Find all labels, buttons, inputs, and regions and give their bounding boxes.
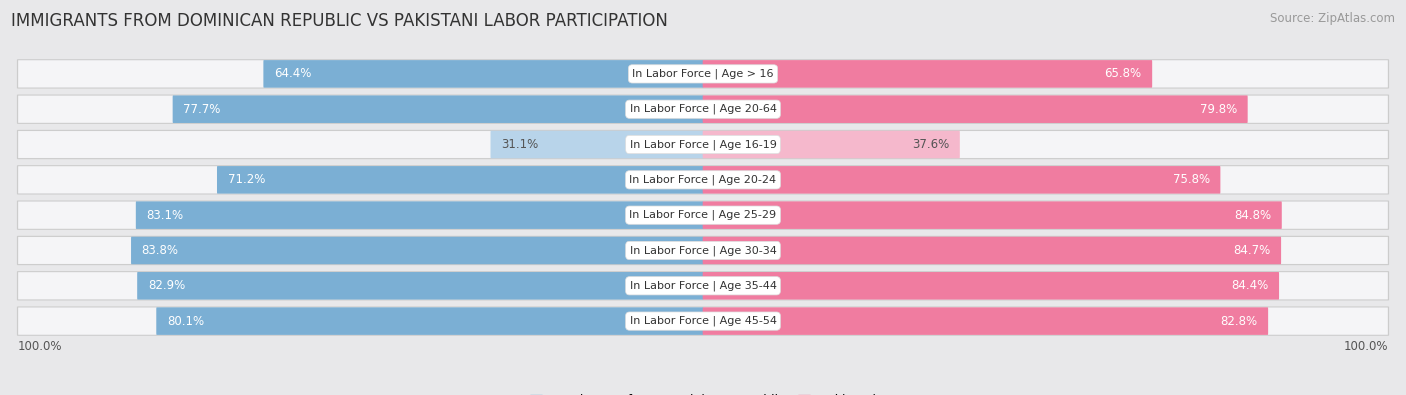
Text: 83.1%: 83.1% [146,209,184,222]
FancyBboxPatch shape [263,60,703,88]
Text: 37.6%: 37.6% [912,138,949,151]
Text: 31.1%: 31.1% [501,138,538,151]
Text: In Labor Force | Age 16-19: In Labor Force | Age 16-19 [630,139,776,150]
Text: 82.9%: 82.9% [148,279,186,292]
FancyBboxPatch shape [217,166,703,194]
Text: 65.8%: 65.8% [1105,68,1142,81]
Text: In Labor Force | Age 45-54: In Labor Force | Age 45-54 [630,316,776,326]
FancyBboxPatch shape [703,60,1152,88]
FancyBboxPatch shape [703,272,1279,299]
FancyBboxPatch shape [703,96,1247,123]
FancyBboxPatch shape [17,60,1389,88]
FancyBboxPatch shape [703,131,960,158]
FancyBboxPatch shape [131,237,703,264]
FancyBboxPatch shape [491,131,703,158]
Text: In Labor Force | Age 35-44: In Labor Force | Age 35-44 [630,280,776,291]
FancyBboxPatch shape [18,96,1388,122]
FancyBboxPatch shape [18,60,1388,87]
FancyBboxPatch shape [138,272,703,299]
FancyBboxPatch shape [18,166,1388,193]
Text: 64.4%: 64.4% [274,68,311,81]
Legend: Immigrants from Dominican Republic, Pakistani: Immigrants from Dominican Republic, Paki… [530,394,876,395]
Text: 79.8%: 79.8% [1199,103,1237,116]
FancyBboxPatch shape [173,96,703,123]
FancyBboxPatch shape [18,308,1388,335]
FancyBboxPatch shape [17,272,1389,300]
Text: IMMIGRANTS FROM DOMINICAN REPUBLIC VS PAKISTANI LABOR PARTICIPATION: IMMIGRANTS FROM DOMINICAN REPUBLIC VS PA… [11,12,668,30]
FancyBboxPatch shape [18,131,1388,158]
FancyBboxPatch shape [703,307,1268,335]
FancyBboxPatch shape [17,95,1389,123]
FancyBboxPatch shape [18,202,1388,229]
Text: In Labor Force | Age > 16: In Labor Force | Age > 16 [633,69,773,79]
Text: 77.7%: 77.7% [183,103,221,116]
Text: 83.8%: 83.8% [142,244,179,257]
Text: 71.2%: 71.2% [228,173,264,186]
Text: In Labor Force | Age 25-29: In Labor Force | Age 25-29 [630,210,776,220]
FancyBboxPatch shape [17,201,1389,229]
FancyBboxPatch shape [156,307,703,335]
FancyBboxPatch shape [703,237,1281,264]
FancyBboxPatch shape [18,273,1388,299]
FancyBboxPatch shape [17,166,1389,194]
Text: Source: ZipAtlas.com: Source: ZipAtlas.com [1270,12,1395,25]
Text: 100.0%: 100.0% [17,340,62,353]
Text: 84.7%: 84.7% [1233,244,1271,257]
FancyBboxPatch shape [17,130,1389,159]
FancyBboxPatch shape [703,166,1220,194]
FancyBboxPatch shape [17,307,1389,335]
Text: In Labor Force | Age 20-64: In Labor Force | Age 20-64 [630,104,776,115]
FancyBboxPatch shape [136,201,703,229]
Text: 84.4%: 84.4% [1232,279,1268,292]
FancyBboxPatch shape [18,237,1388,264]
FancyBboxPatch shape [703,201,1282,229]
Text: 100.0%: 100.0% [1344,340,1389,353]
Text: In Labor Force | Age 30-34: In Labor Force | Age 30-34 [630,245,776,256]
Text: In Labor Force | Age 20-24: In Labor Force | Age 20-24 [630,175,776,185]
Text: 80.1%: 80.1% [167,314,204,327]
Text: 84.8%: 84.8% [1234,209,1271,222]
Text: 82.8%: 82.8% [1220,314,1257,327]
FancyBboxPatch shape [17,236,1389,265]
Text: 75.8%: 75.8% [1173,173,1209,186]
